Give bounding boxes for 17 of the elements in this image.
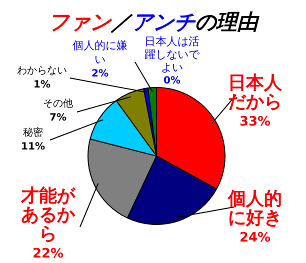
data-label: 33% xyxy=(239,114,271,130)
data-label: 24% xyxy=(239,230,271,246)
slice-label: 個人的に嫌い xyxy=(72,38,128,66)
slice-label: 個人的に好き xyxy=(227,188,282,229)
slice-label: わからない xyxy=(17,66,67,77)
text: 0% xyxy=(164,76,180,87)
data-label: 22% xyxy=(32,246,64,262)
slice-label: その他 xyxy=(43,98,73,110)
data-label: 11% xyxy=(21,142,45,153)
slice-label: 日本人だから xyxy=(228,72,283,113)
category-label: 日本人は活躍しないでよい xyxy=(144,34,200,74)
chart-title: ファン／アンチの理由 xyxy=(48,10,258,34)
data-label: 1% xyxy=(34,80,50,91)
slice-label: 秘密 xyxy=(23,126,43,139)
slice-label: 才能があるから xyxy=(20,186,76,245)
data-label: 2% xyxy=(92,68,108,80)
data-label: 7% xyxy=(50,112,66,124)
